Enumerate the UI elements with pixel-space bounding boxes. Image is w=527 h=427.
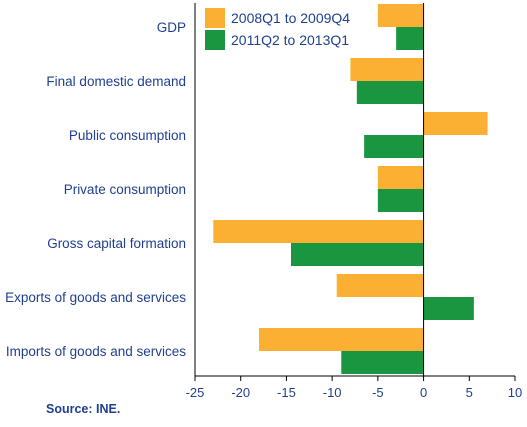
- bar-2-private-consumption: [377, 189, 424, 212]
- bar-2-gdp: [396, 27, 424, 50]
- bar-2-imports-of-goods-and-services: [341, 351, 424, 374]
- x-tick-label: 5: [466, 385, 473, 400]
- x-tick-label: -10: [323, 385, 342, 400]
- x-tick-label: -25: [186, 385, 205, 400]
- category-labels: GDP Final domestic demand Public consumpti…: [5, 20, 186, 359]
- bar-1-exports-of-goods-and-services: [336, 274, 424, 297]
- category-label: Gross capital formation: [47, 236, 186, 251]
- legend: 2008Q1 to 2009Q4 2011Q2 to 2013Q1: [205, 8, 350, 50]
- legend-label-1: 2008Q1 to 2009Q4: [231, 10, 350, 26]
- bar-1-gross-capital-formation: [213, 220, 424, 243]
- x-tick-label: 0: [420, 385, 427, 400]
- x-axis: -25 -20 -15 -10 -5 0 5 10: [186, 3, 522, 400]
- x-tick-label: -20: [231, 385, 250, 400]
- category-label: Public consumption: [69, 128, 186, 143]
- x-tick-label: 10: [508, 385, 522, 400]
- category-label: GDP: [157, 20, 186, 35]
- bar-1-gdp: [377, 4, 424, 27]
- category-label: Private consumption: [64, 182, 186, 197]
- bar-1-imports-of-goods-and-services: [259, 328, 424, 351]
- category-label: Imports of goods and services: [6, 344, 186, 359]
- x-tick-label: -15: [277, 385, 296, 400]
- legend-label-2: 2011Q2 to 2013Q1: [231, 32, 349, 48]
- bars-layer: [213, 4, 488, 374]
- source-note: Source: INE.: [46, 402, 121, 416]
- legend-swatch-1: [205, 8, 225, 28]
- bar-1-private-consumption: [377, 166, 424, 189]
- bar-2-final-domestic-demand: [356, 81, 424, 104]
- bar-2-exports-of-goods-and-services: [423, 297, 474, 320]
- category-label: Final domestic demand: [46, 74, 186, 89]
- bar-2-public-consumption: [364, 135, 424, 158]
- category-label: Exports of goods and services: [5, 290, 186, 305]
- bar-1-final-domestic-demand: [350, 58, 424, 81]
- bar-1-public-consumption: [423, 112, 488, 135]
- bar-2-gross-capital-formation: [291, 243, 424, 266]
- legend-swatch-2: [205, 30, 225, 50]
- x-tick-label: -5: [372, 385, 384, 400]
